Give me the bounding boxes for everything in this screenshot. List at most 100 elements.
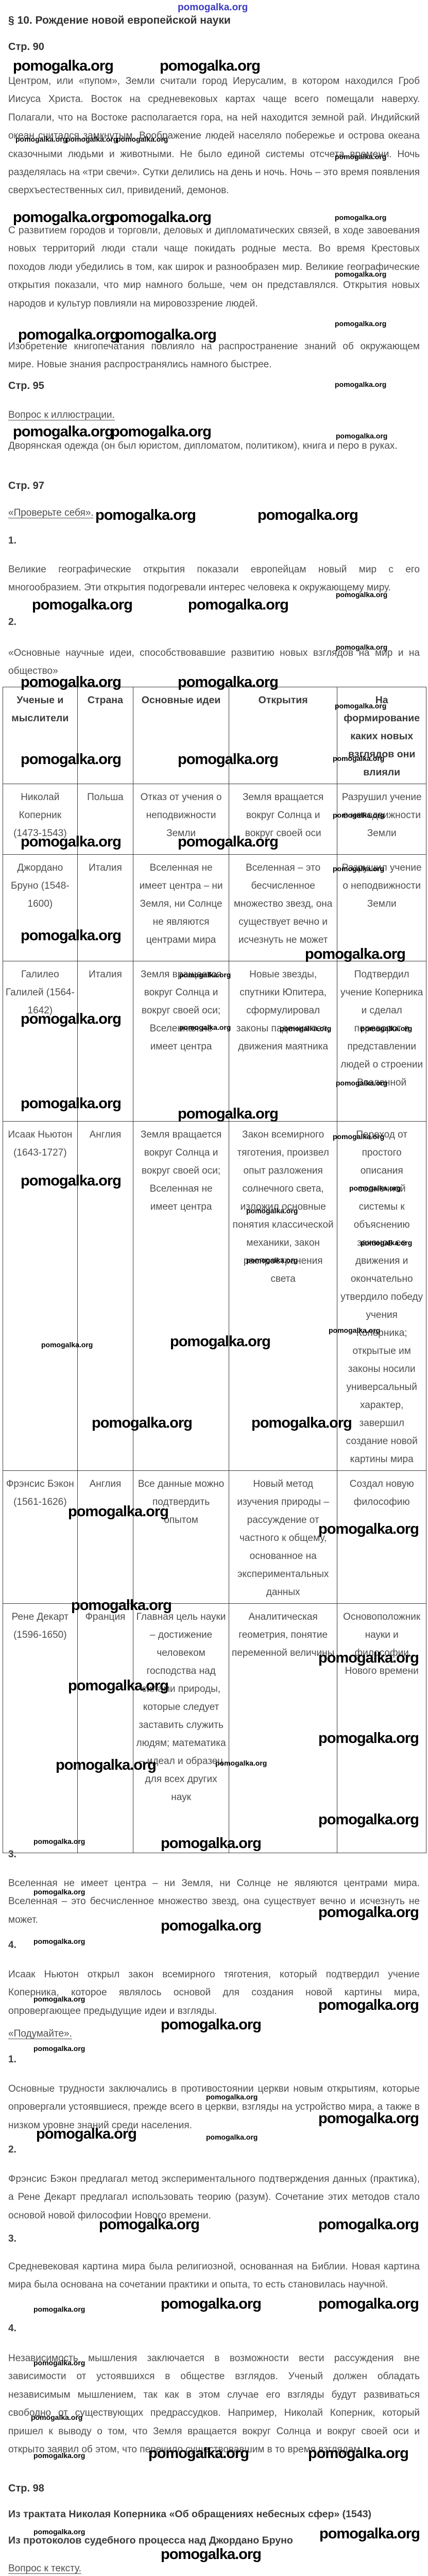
text-question-heading: Вопрос к тексту. — [8, 2563, 81, 2574]
watermark: pomogalka.org — [68, 1677, 169, 1694]
think-answer-1: Основные трудности заключались в противо… — [8, 2083, 420, 2131]
table-row: Николай Коперник (1473-1543) Польша Отка… — [3, 784, 426, 855]
watermark: pomogalka.org — [161, 1918, 262, 1934]
watermark: pomogalka.org — [318, 1904, 419, 1921]
question-number: 1. — [8, 535, 16, 546]
table-row: Рене Декарт (1596-1650) Франция Главная … — [3, 1603, 426, 1853]
table-row: Джордано Бруно (1548-1600) Италия Вселен… — [3, 854, 426, 961]
cell-influence: Создал новую философию — [337, 1470, 426, 1604]
watermark: pomogalka.org — [335, 152, 387, 161]
question-number: 2. — [8, 617, 16, 628]
watermark: pomogalka.org — [21, 1095, 122, 1112]
watermark: pomogalka.org — [178, 834, 279, 850]
watermark: pomogalka.org — [148, 2445, 249, 2462]
watermark: pomogalka.org — [280, 1024, 332, 1032]
watermark: pomogalka.org — [335, 380, 387, 388]
watermark: pomogalka.org — [361, 1239, 413, 1247]
watermark: pomogalka.org — [15, 135, 67, 143]
watermark: pomogalka.org — [318, 1650, 419, 1666]
watermark: pomogalka.org — [68, 1503, 169, 1520]
watermark: pomogalka.org — [335, 270, 387, 278]
watermark: pomogalka.org — [161, 2016, 262, 2033]
cell-country: Англия — [77, 1470, 134, 1604]
watermark: pomogalka.org — [66, 135, 118, 143]
cell-country: Франция — [77, 1603, 134, 1853]
cell-ideas: Отказ от учения о неподвижности Земли — [133, 784, 229, 855]
cell-influence: Переход от простого описания солнечной с… — [337, 1121, 426, 1471]
watermark: pomogalka.org — [33, 1995, 85, 2003]
page-label-90: Стр. 90 — [8, 41, 44, 53]
cell-country: Италия — [77, 854, 134, 961]
cell-ideas: Вселенная не имеет центра – ни Земля, ни… — [133, 854, 229, 961]
table-row: Исаак Ньютон (1643-1727) Англия Земля вр… — [3, 1121, 426, 1471]
watermark: pomogalka.org — [318, 2216, 419, 2233]
watermark: pomogalka.org — [33, 2451, 85, 2460]
watermark: pomogalka.org — [33, 1888, 85, 1896]
watermark: pomogalka.org — [33, 2359, 85, 2367]
watermark: pomogalka.org — [319, 2526, 420, 2542]
watermark: pomogalka.org — [13, 58, 114, 74]
page-label-97: Стр. 97 — [8, 480, 44, 492]
watermark: pomogalka.org — [318, 1730, 419, 1747]
think-heading: «Подумайте». — [8, 2028, 72, 2039]
source-title-bruno: Из протоколов судебного процесса над Джо… — [8, 2535, 293, 2546]
watermark: pomogalka.org — [349, 1184, 401, 1192]
paragraph-trade-crusades: С развитием городов и торговли, деловых … — [8, 225, 420, 309]
cell-country: Англия — [77, 1121, 134, 1471]
watermark: pomogalka.org — [179, 1023, 231, 1031]
question-number: 2. — [8, 2144, 16, 2155]
watermark: pomogalka.org — [160, 58, 261, 74]
watermark: pomogalka.org — [33, 1937, 85, 1945]
watermark: pomogalka.org — [33, 2305, 85, 2313]
watermark: pomogalka.org — [179, 971, 231, 979]
watermark: pomogalka.org — [33, 2044, 85, 2053]
cell-name: Джордано Бруно (1548-1600) — [3, 854, 78, 961]
watermark: pomogalka.org — [333, 754, 385, 762]
watermark: pomogalka.org — [56, 1757, 157, 1773]
table-row: Фрэнсис Бэкон (1561-1626) Англия Все дан… — [3, 1470, 426, 1604]
watermark: pomogalka.org — [111, 209, 212, 226]
watermark: pomogalka.org — [246, 1207, 298, 1215]
watermark: pomogalka.org — [215, 1759, 267, 1767]
page-label-98: Стр. 98 — [8, 2483, 44, 2494]
watermark: pomogalka.org — [305, 946, 406, 962]
watermark: pomogalka.org — [33, 2528, 85, 2536]
watermark: pomogalka.org — [18, 327, 119, 343]
check-answer-4: Исаак Ньютон открыл закон всемирного тяг… — [8, 1969, 420, 2016]
table-header-row: Ученые и мыслители Страна Основные идеи … — [3, 687, 426, 784]
cell-country: Италия — [77, 961, 134, 1122]
watermark: pomogalka.org — [92, 1415, 193, 1431]
watermark: pomogalka.org — [336, 590, 388, 599]
watermark: pomogalka.org — [21, 1011, 122, 1027]
watermark: pomogalka.org — [188, 597, 289, 613]
watermark: pomogalka.org — [13, 209, 114, 226]
table-row: Галилео Галилей (1564-1642) Италия Земля… — [3, 961, 426, 1122]
watermark: pomogalka.org — [178, 2, 248, 13]
watermark: pomogalka.org — [95, 507, 196, 523]
cell-influence: Подтвердил учение Коперника и сделал пер… — [337, 961, 426, 1122]
watermark: pomogalka.org — [178, 751, 279, 768]
cell-ideas: Земля вращается вокруг Солнца и вокруг с… — [133, 1121, 229, 1471]
watermark: pomogalka.org — [161, 2546, 262, 2563]
check-answer-1: Великие географические открытия показали… — [8, 564, 420, 594]
cell-country: Польша — [77, 784, 134, 855]
watermark: pomogalka.org — [318, 1811, 419, 1828]
watermark: pomogalka.org — [318, 2296, 419, 2312]
watermark: pomogalka.org — [170, 1333, 271, 1350]
paragraph-printing: Изобретение книгопечатания повлияло на р… — [8, 341, 420, 370]
cell-influence: Основоположник науки и философии Нового … — [337, 1603, 426, 1853]
cell-name: Фрэнсис Бэкон (1561-1626) — [3, 1470, 78, 1604]
cell-discoveries: Вселенная – это бесчисленное множество з… — [228, 854, 338, 961]
think-answer-3: Средневековая картина мира была религиоз… — [8, 2261, 420, 2291]
watermark: pomogalka.org — [21, 834, 122, 850]
question-number: 1. — [8, 2054, 16, 2065]
watermark: pomogalka.org — [161, 2296, 262, 2312]
watermark: pomogalka.org — [335, 319, 387, 328]
watermark: pomogalka.org — [308, 2445, 409, 2462]
cell-ideas: Все данные можно подтвердить опытом — [133, 1470, 229, 1604]
check-yourself-heading: «Проверьте себя». — [8, 507, 94, 518]
scientists-table: Ученые и мыслители Страна Основные идеи … — [3, 687, 426, 1853]
question-number: 3. — [8, 1849, 16, 1860]
cell-discoveries: Земля вращается вокруг Солнца и вокруг с… — [228, 784, 338, 855]
watermark: pomogalka.org — [335, 213, 387, 222]
